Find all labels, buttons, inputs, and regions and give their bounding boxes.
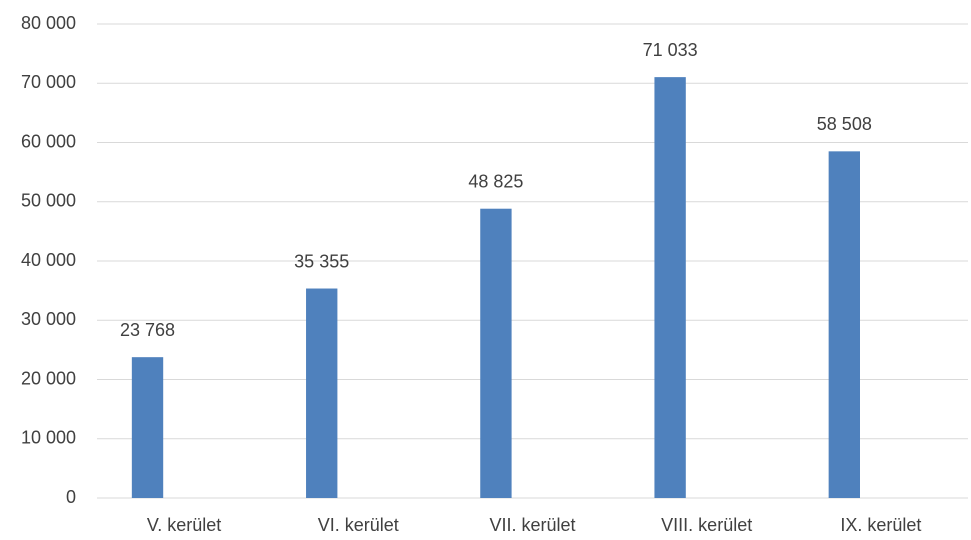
data-label: 48 825 — [468, 171, 523, 191]
bar — [306, 288, 338, 498]
y-tick-label: 30 000 — [21, 309, 76, 329]
bar — [654, 77, 686, 498]
y-tick-label: 80 000 — [21, 13, 76, 33]
x-tick-label: VI. kerület — [318, 515, 399, 535]
data-label: 35 355 — [294, 251, 349, 271]
y-tick-label: 60 000 — [21, 131, 76, 151]
y-tick-label: 20 000 — [21, 368, 76, 388]
data-label: 71 033 — [643, 40, 698, 60]
y-tick-label: 0 — [66, 487, 76, 507]
bar — [480, 208, 512, 499]
bar — [131, 357, 164, 498]
y-tick-label: 40 000 — [21, 250, 76, 270]
x-tick-label: VII. kerület — [489, 515, 575, 535]
y-tick-label: 70 000 — [21, 72, 76, 92]
x-tick-label: VIII. kerület — [661, 515, 752, 535]
y-tick-label: 10 000 — [21, 428, 76, 448]
x-tick-label: IX. kerület — [840, 515, 921, 535]
data-label: 23 768 — [120, 320, 175, 340]
x-tick-label: V. kerület — [147, 515, 221, 535]
data-label: 58 508 — [817, 114, 872, 134]
bar — [828, 151, 860, 499]
y-tick-label: 50 000 — [21, 191, 76, 211]
